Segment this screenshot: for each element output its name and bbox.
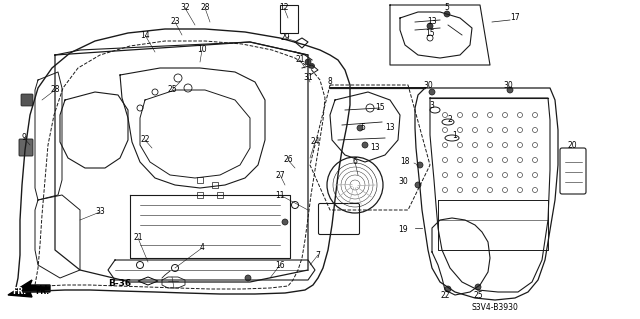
Bar — [197, 192, 203, 198]
Text: 26: 26 — [283, 155, 293, 165]
Text: 28: 28 — [51, 85, 60, 94]
Text: 8: 8 — [328, 78, 333, 86]
Text: 32: 32 — [180, 4, 190, 12]
Text: 24: 24 — [310, 137, 320, 146]
Bar — [217, 192, 223, 198]
Text: 21: 21 — [133, 234, 143, 242]
Circle shape — [475, 284, 481, 290]
Text: 13: 13 — [385, 123, 395, 132]
FancyBboxPatch shape — [21, 94, 33, 106]
Text: 11: 11 — [275, 190, 285, 199]
Circle shape — [444, 11, 450, 17]
Text: 5: 5 — [445, 4, 449, 12]
Text: 20: 20 — [567, 140, 577, 150]
Text: 5: 5 — [360, 123, 365, 132]
Text: S3V4-B3930: S3V4-B3930 — [472, 303, 518, 313]
Text: 19: 19 — [398, 226, 408, 234]
Text: 25: 25 — [167, 85, 177, 94]
Text: 15: 15 — [425, 29, 435, 39]
FancyBboxPatch shape — [19, 139, 33, 156]
Polygon shape — [138, 277, 158, 285]
Text: 13: 13 — [427, 18, 437, 26]
Text: 7: 7 — [316, 250, 321, 259]
Text: 30: 30 — [398, 177, 408, 187]
Text: 16: 16 — [275, 261, 285, 270]
Circle shape — [507, 87, 513, 93]
Text: 18: 18 — [401, 158, 410, 167]
Text: 30: 30 — [423, 81, 433, 91]
Text: 22: 22 — [440, 291, 450, 300]
Text: 31: 31 — [303, 73, 313, 83]
Circle shape — [445, 286, 451, 292]
Text: FR.: FR. — [12, 286, 26, 295]
Text: 10: 10 — [197, 46, 207, 55]
Circle shape — [362, 142, 368, 148]
Bar — [212, 182, 218, 188]
Text: 21: 21 — [295, 56, 305, 64]
Text: 2: 2 — [447, 115, 452, 124]
Text: 15: 15 — [375, 103, 385, 113]
Circle shape — [417, 162, 423, 168]
Circle shape — [282, 219, 288, 225]
Text: 25: 25 — [473, 291, 483, 300]
Circle shape — [427, 23, 433, 29]
Text: 33: 33 — [95, 207, 105, 217]
Text: 17: 17 — [510, 13, 520, 23]
Text: 23: 23 — [170, 18, 180, 26]
Text: B-36: B-36 — [108, 279, 132, 288]
Bar — [197, 177, 203, 183]
Text: 14: 14 — [140, 31, 150, 40]
Text: 1: 1 — [452, 130, 458, 139]
Text: 13: 13 — [370, 144, 380, 152]
Circle shape — [305, 59, 311, 65]
Bar — [280, 5, 298, 33]
Circle shape — [357, 125, 363, 131]
Polygon shape — [8, 280, 50, 297]
Text: 28: 28 — [200, 4, 210, 12]
Text: 9: 9 — [22, 133, 26, 143]
Text: 30: 30 — [503, 80, 513, 90]
Text: 3: 3 — [429, 100, 435, 109]
Text: 4: 4 — [200, 243, 204, 253]
Circle shape — [310, 63, 314, 69]
Text: FR.: FR. — [35, 286, 49, 295]
Text: 27: 27 — [275, 170, 285, 180]
Circle shape — [415, 182, 421, 188]
Text: 6: 6 — [353, 158, 357, 167]
Text: 12: 12 — [279, 4, 289, 12]
Circle shape — [429, 89, 435, 95]
Circle shape — [245, 275, 251, 281]
Text: 29: 29 — [280, 33, 290, 42]
Text: 22: 22 — [140, 136, 150, 145]
